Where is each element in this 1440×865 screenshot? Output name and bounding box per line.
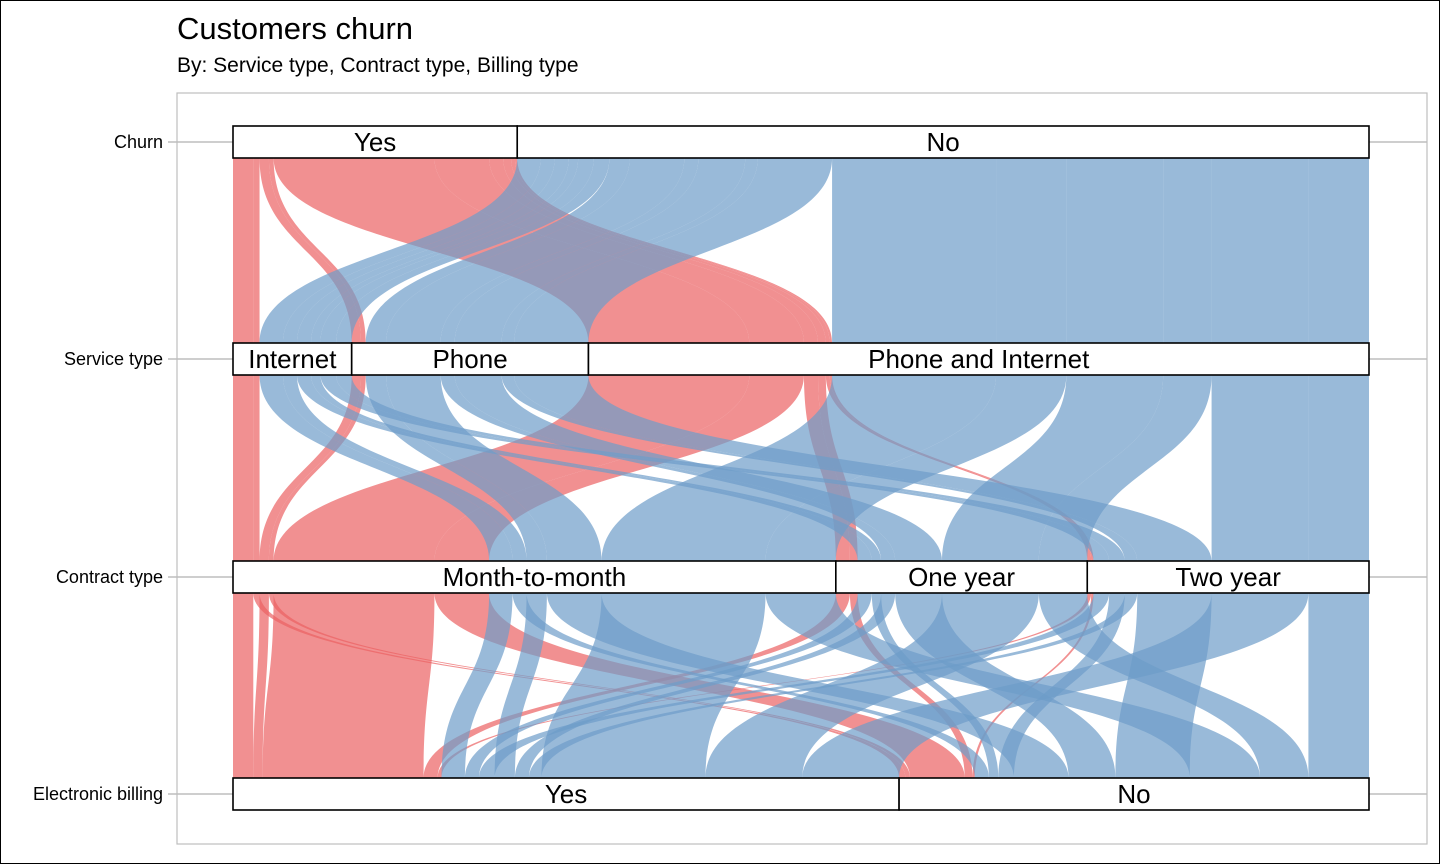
flow-ribbon [996, 158, 1067, 343]
flow-ribbon [259, 375, 513, 561]
chart-subtitle: By: Service type, Contract type, Billing… [177, 54, 579, 77]
flow-ribbon [454, 375, 943, 561]
flow-ribbon [311, 375, 882, 561]
flow-ribbon [365, 375, 547, 561]
chart-title: Customers churn [177, 11, 414, 46]
flow-ribbon [825, 375, 1092, 561]
flow-ribbon [705, 593, 1039, 778]
flow-ribbon [336, 158, 610, 343]
stratum-box [232, 777, 900, 811]
flow-ribbon [1163, 158, 1212, 343]
flow-ribbon [253, 375, 260, 561]
flow-ribbon [268, 375, 366, 561]
flow-ribbon [268, 158, 366, 343]
flow-ribbon [802, 593, 1309, 778]
flow-ribbon [233, 593, 254, 778]
stratum-label: No [1117, 779, 1150, 809]
stratum-box [516, 125, 1370, 159]
stratum-label: Phone and Internet [868, 344, 1090, 374]
flow-ribbon [440, 158, 699, 343]
stratum-label: Phone [432, 344, 507, 374]
axis-label: Churn [114, 132, 163, 152]
flow-ribbon [233, 158, 254, 343]
flow-ribbon [233, 375, 254, 561]
stratum-box [835, 560, 1089, 594]
flow-ribbon [1308, 158, 1369, 343]
flow-ribbon [253, 593, 269, 778]
stratum-label: One year [908, 562, 1015, 592]
flow-ribbon [320, 158, 594, 343]
stratum-label: Two year [1175, 562, 1281, 592]
axis-label: Service type [64, 349, 163, 369]
stratum-label: No [926, 127, 959, 157]
stratum-label: Internet [248, 344, 337, 374]
flow-ribbon [454, 158, 746, 343]
stratum-label: Yes [545, 779, 587, 809]
flow-ribbon [311, 158, 579, 343]
flow-ribbon [829, 375, 1094, 561]
flow-ribbon [832, 158, 997, 343]
stratum-box [232, 125, 519, 159]
flow-ribbon [441, 593, 513, 778]
panel-border [176, 92, 1428, 845]
axis-label: Electronic billing [33, 784, 163, 804]
flow-ribbon [501, 158, 758, 343]
stratum-box [1086, 560, 1370, 594]
flow-ribbon [1038, 593, 1309, 778]
flow-ribbon [1308, 375, 1369, 561]
flow-ribbon [440, 375, 896, 561]
stratum-label: Month-to-month [443, 562, 627, 592]
flow-ribbon [259, 158, 362, 343]
flow-ribbon [601, 375, 997, 561]
flow-ribbon [765, 375, 1067, 561]
stratum-label: Yes [354, 127, 396, 157]
flow-ribbon [386, 158, 685, 343]
flow-ribbon [259, 158, 541, 343]
stratum-box [232, 560, 837, 594]
flow-ribbon [262, 593, 435, 778]
flow-ribbon [1038, 375, 1212, 561]
flow-ribbon [512, 593, 989, 778]
stratum-box [232, 342, 353, 376]
flow-ribbon [282, 375, 527, 561]
flow-ribbon [871, 593, 999, 778]
flow-ribbon [1211, 158, 1309, 343]
flow-ribbon [282, 158, 555, 343]
flow-ribbon [297, 158, 569, 343]
flow-ribbon [942, 375, 1164, 561]
flow-ribbon [1066, 158, 1164, 343]
flow-ribbon [1308, 593, 1369, 778]
flow-ribbon [259, 375, 362, 561]
axis-label: Contract type [56, 567, 163, 587]
flow-ribbon [1211, 375, 1309, 561]
stratum-box [587, 342, 1370, 376]
flow-ribbon [253, 158, 260, 343]
flow-ribbon [437, 593, 1092, 778]
flow-ribbon [365, 158, 630, 343]
flow-ribbon [434, 375, 804, 561]
flow-ribbon [297, 375, 872, 561]
flow-ribbon [494, 593, 547, 778]
flow-ribbon [386, 375, 602, 561]
flow-ribbon [514, 158, 833, 343]
flow-ribbon [541, 593, 766, 778]
flow-ribbon [546, 593, 1069, 778]
stratum-box [898, 777, 1370, 811]
